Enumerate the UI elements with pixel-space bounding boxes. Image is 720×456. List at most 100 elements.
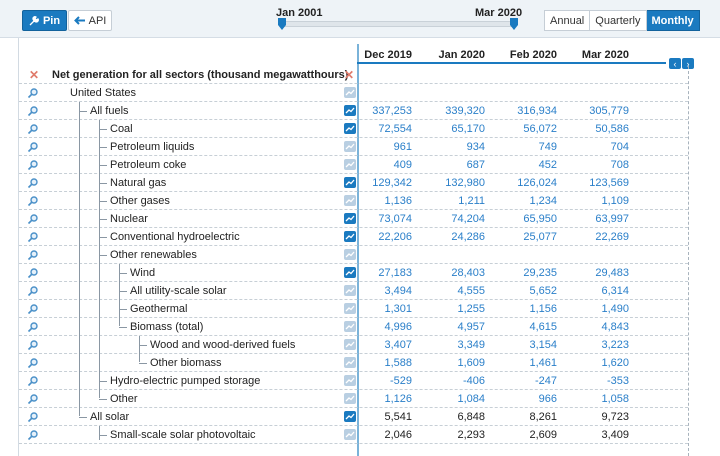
line-chart-icon[interactable] (344, 357, 356, 368)
row-label: All utility-scale solar (130, 285, 227, 297)
table-cell: 22,206 (378, 231, 412, 243)
table-cell: 1,588 (384, 357, 412, 369)
table-cell: 409 (393, 159, 412, 171)
table-cell: 3,349 (457, 339, 485, 351)
line-chart-icon[interactable] (344, 249, 356, 260)
magnifier-icon[interactable] (27, 249, 39, 261)
tree-connector (99, 201, 107, 202)
row-label: Wind (130, 267, 156, 279)
table-cell: 1,620 (601, 357, 629, 369)
magnifier-icon[interactable] (27, 159, 39, 171)
magnifier-icon[interactable] (27, 213, 39, 225)
table-cell: 4,843 (601, 321, 629, 333)
table-cell: 5,541 (384, 411, 412, 423)
tree-connector (79, 111, 87, 112)
magnifier-icon[interactable] (27, 429, 39, 441)
date-range-slider[interactable] (281, 21, 515, 27)
table-cell: 123,569 (589, 177, 629, 189)
table-cell: 1,109 (601, 195, 629, 207)
frequency-quarterly-button[interactable]: Quarterly (590, 10, 647, 31)
line-chart-icon[interactable] (344, 231, 356, 242)
scroll-right-button[interactable]: › (682, 58, 694, 69)
line-chart-icon[interactable] (344, 393, 356, 404)
table-row: Wood and wood-derived fuels 3,407 3,349 3,1… (19, 336, 688, 354)
magnifier-icon[interactable] (27, 123, 39, 135)
close-icon[interactable]: ✕ (29, 68, 40, 82)
magnifier-icon[interactable] (27, 177, 39, 189)
magnifier-icon[interactable] (27, 411, 39, 423)
line-chart-icon[interactable] (344, 141, 356, 152)
table-cell: 9,723 (601, 411, 629, 423)
table-cell: 72,554 (378, 123, 412, 135)
table-row: Hydro-electric pumped storage -529 -406 -24… (19, 372, 688, 390)
table-cell: 316,934 (517, 105, 557, 117)
magnifier-icon[interactable] (27, 393, 39, 405)
line-chart-icon[interactable] (344, 411, 356, 422)
api-button-label: API (88, 14, 107, 27)
table-row: Natural gas 129,342 132,980 126,024 123,569 (19, 174, 688, 192)
line-chart-icon[interactable] (344, 87, 356, 98)
table-row: Other biomass 1,588 1,609 1,461 1,620 (19, 354, 688, 372)
line-chart-icon[interactable] (344, 195, 356, 206)
magnifier-icon[interactable] (27, 105, 39, 117)
table-cell: 749 (538, 141, 557, 153)
magnifier-icon[interactable] (27, 303, 39, 315)
scroll-left-button[interactable]: ‹ (669, 58, 681, 69)
row-label: Geothermal (130, 303, 188, 315)
table-cell: 29,483 (595, 267, 629, 279)
magnifier-icon[interactable] (27, 375, 39, 387)
magnifier-icon[interactable] (27, 357, 39, 369)
line-chart-icon[interactable] (344, 339, 356, 350)
pin-button[interactable]: Pin (22, 10, 67, 31)
table-cell: 3,223 (601, 339, 629, 351)
range-end-handle[interactable] (510, 18, 518, 30)
table-cell: 126,024 (517, 177, 557, 189)
magnifier-icon[interactable] (27, 195, 39, 207)
magnifier-icon[interactable] (27, 285, 39, 297)
line-chart-icon[interactable] (344, 123, 356, 134)
table-cell: 4,957 (457, 321, 485, 333)
frequency-monthly-button[interactable]: Monthly (646, 10, 700, 31)
magnifier-icon[interactable] (27, 231, 39, 243)
range-start-handle[interactable] (278, 18, 286, 30)
line-chart-icon[interactable] (344, 429, 356, 440)
line-chart-icon[interactable] (344, 321, 356, 332)
line-chart-icon[interactable] (344, 105, 356, 116)
magnifier-icon[interactable] (27, 339, 39, 351)
line-chart-icon[interactable] (344, 285, 356, 296)
table-cell: 1,136 (384, 195, 412, 207)
tree-connector (99, 237, 107, 238)
table-cell: 4,996 (384, 321, 412, 333)
table-cell: 1,301 (384, 303, 412, 315)
api-button[interactable]: API (68, 10, 112, 31)
line-chart-icon[interactable] (344, 303, 356, 314)
table-row: Coal 72,554 65,170 56,072 50,586 (19, 120, 688, 138)
line-chart-icon[interactable] (344, 177, 356, 188)
row-label: Hydro-electric pumped storage (110, 375, 261, 387)
line-chart-icon[interactable] (344, 213, 356, 224)
close-icon[interactable]: ✕ (344, 68, 355, 82)
magnifier-icon[interactable] (27, 87, 39, 99)
magnifier-icon[interactable] (27, 321, 39, 333)
frequency-annual-button[interactable]: Annual (544, 10, 591, 31)
table-cell: 1,126 (384, 393, 412, 405)
table-row: Conventional hydroelectric 22,206 24,286 25… (19, 228, 688, 246)
magnifier-icon[interactable] (27, 267, 39, 279)
row-label: Other renewables (110, 249, 197, 261)
table-cell: 1,461 (529, 357, 557, 369)
tree-guide (99, 120, 100, 398)
table-cell: 452 (538, 159, 557, 171)
table-cell: 704 (610, 141, 629, 153)
line-chart-icon[interactable] (344, 267, 356, 278)
line-chart-icon[interactable] (344, 375, 356, 386)
tree-connector (99, 255, 107, 256)
tree-connector (99, 219, 107, 220)
tree-connector (79, 417, 87, 418)
table-cell: 132,980 (445, 177, 485, 189)
row-label: Petroleum liquids (110, 141, 195, 153)
line-chart-icon[interactable] (344, 159, 356, 170)
row-label: Other biomass (150, 357, 222, 369)
table-cell: 3,154 (529, 339, 557, 351)
magnifier-icon[interactable] (27, 141, 39, 153)
tree-connector (99, 165, 107, 166)
